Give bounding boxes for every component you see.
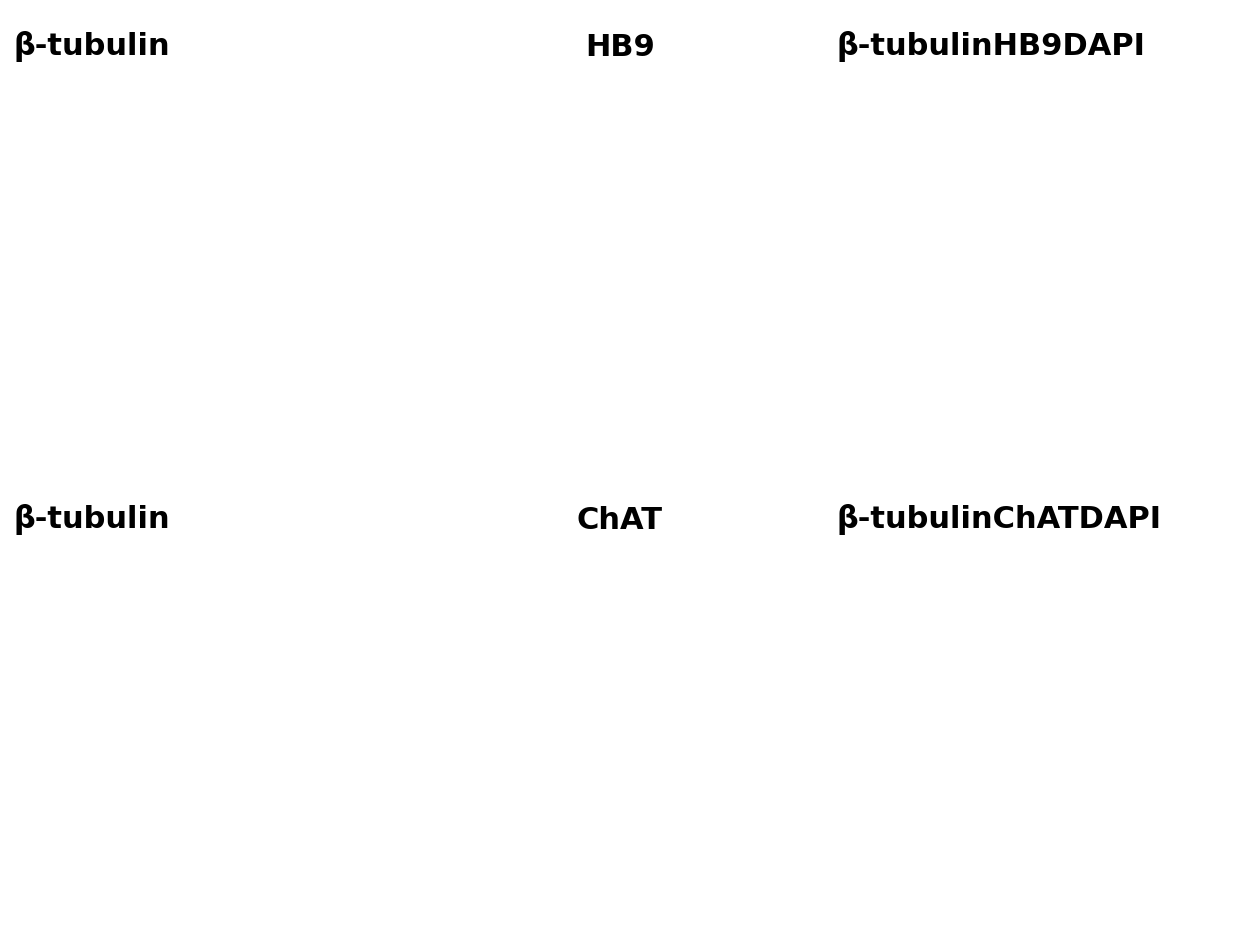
Ellipse shape [1002,873,1004,875]
Ellipse shape [1066,322,1079,328]
Ellipse shape [978,158,987,163]
Text: 100 μm: 100 μm [1127,896,1176,909]
Ellipse shape [991,728,1008,740]
Ellipse shape [1071,905,1074,907]
Ellipse shape [1006,207,1009,210]
Text: ChAT: ChAT [577,506,663,535]
Text: 100 μm: 100 μm [1127,423,1176,436]
Ellipse shape [1192,256,1197,258]
Ellipse shape [857,623,866,628]
Ellipse shape [990,817,993,819]
Text: β-tubulinHB9DAPI: β-tubulinHB9DAPI [837,31,1146,62]
Ellipse shape [1027,254,1037,259]
Text: β-tubulin: β-tubulin [14,504,170,535]
Ellipse shape [1050,600,1054,602]
Ellipse shape [875,750,887,758]
Text: HB9: HB9 [585,33,655,62]
Ellipse shape [1018,718,1029,725]
Text: β-tubulinChATDAPI: β-tubulinChATDAPI [837,504,1162,535]
Ellipse shape [991,320,1007,329]
Ellipse shape [993,769,997,771]
Text: β-tubulin: β-tubulin [14,31,170,62]
